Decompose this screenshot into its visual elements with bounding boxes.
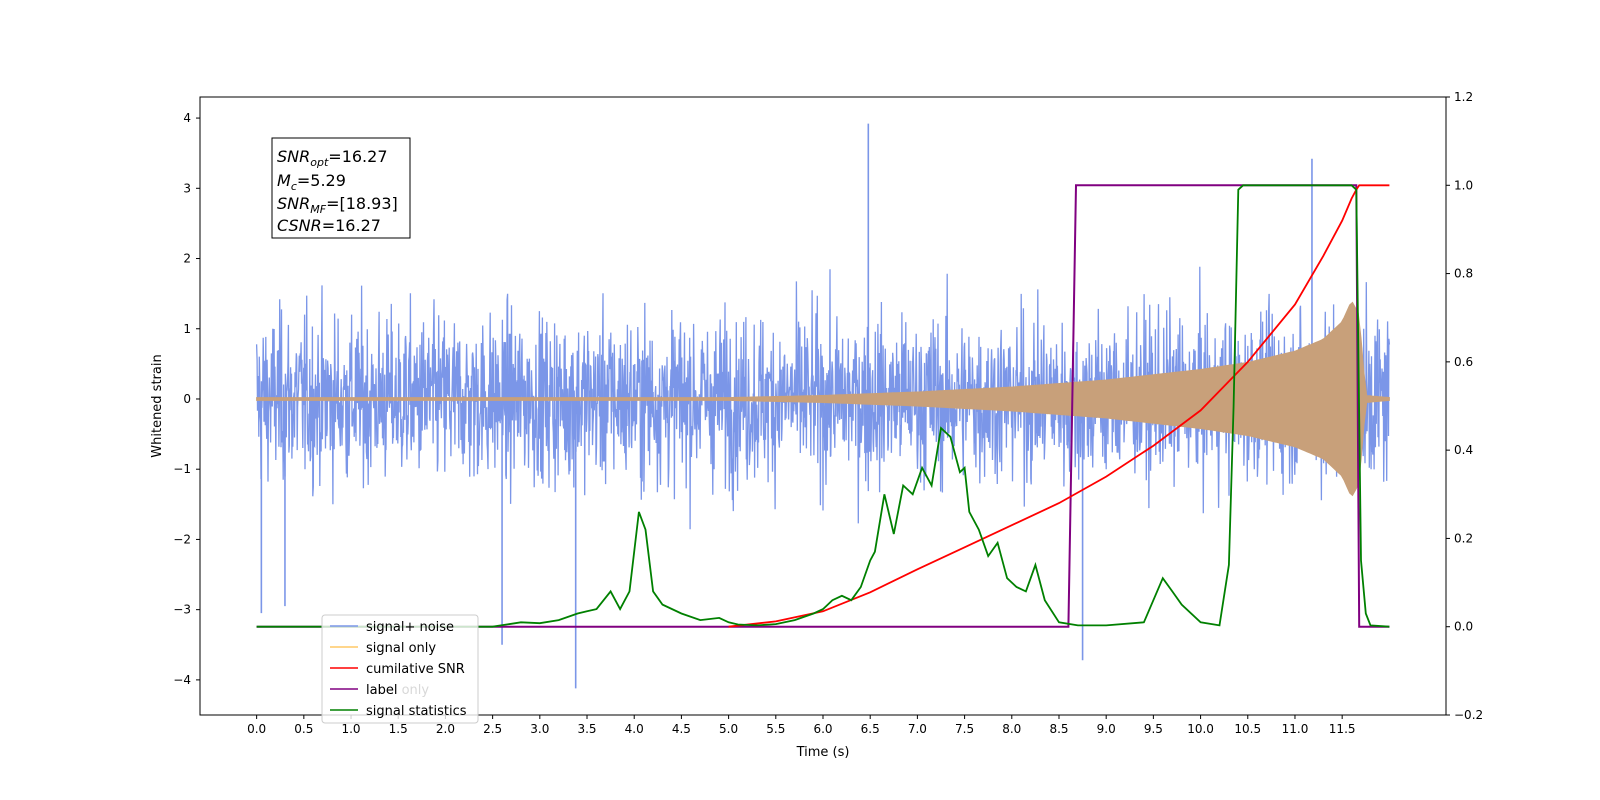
y-left-tick-label: −3 (173, 603, 191, 617)
x-tick-label: 9.5 (1144, 722, 1163, 736)
y-left-tick-label: 4 (183, 111, 191, 125)
annotation-line-2: Mc=5.29 (277, 171, 346, 193)
x-tick-label: 10.0 (1187, 722, 1214, 736)
plot-layer (255, 123, 1391, 689)
y-right-tick-label: 0.2 (1454, 531, 1473, 545)
annotation-line-3: SNRMF=[18.93] (277, 194, 398, 216)
y-left-tick-label: 3 (183, 181, 191, 195)
legend-label-signal-noise: signal+ noise (366, 620, 454, 635)
legend-label-label: label (366, 683, 397, 698)
x-tick-label: 10.5 (1234, 722, 1261, 736)
y-axis-label: Whitened strain (150, 354, 165, 457)
y-right-tick-label: 1.0 (1454, 178, 1473, 192)
y-left-tick-label: 0 (183, 392, 191, 406)
x-tick-label: 6.0 (813, 722, 832, 736)
x-tick-label: 6.5 (861, 722, 880, 736)
x-tick-label: 3.5 (577, 722, 596, 736)
legend: signal+ noise signal only cumilative SNR… (321, 614, 479, 724)
x-tick-label: 11.5 (1329, 722, 1356, 736)
y-right-tick-label: 1.2 (1454, 90, 1473, 104)
x-tick-label: 1.5 (389, 722, 408, 736)
y-left-tick-label: −1 (173, 462, 191, 476)
y-left-tick-label: −4 (173, 673, 191, 687)
x-axis-ticks: 0.0 0.5 1.0 1.5 2.0 2.5 3.0 3.5 4.0 4.5 5.0 5.5 6.0 6… (247, 715, 1356, 736)
series-signal-statistics (256, 184, 1390, 628)
x-tick-label: 2.5 (483, 722, 502, 736)
y-right-tick-label: 0.0 (1454, 620, 1473, 634)
series-signal-only (256, 301, 1390, 497)
x-tick-label: 8.5 (1049, 722, 1068, 736)
x-tick-label: 11.0 (1282, 722, 1309, 736)
legend-label-signal-statistics: signal statistics (366, 704, 467, 719)
x-tick-label: 0.0 (247, 722, 266, 736)
y-left-axis-ticks: 4 3 2 1 0 −1 −2 −3 −4 (173, 111, 200, 687)
x-tick-label: 2.0 (436, 722, 455, 736)
y-right-tick-label: −0.2 (1454, 708, 1483, 722)
y-right-tick-label: 0.8 (1454, 267, 1473, 281)
annotation-line-4: CSNR=16.27 (277, 216, 381, 235)
annotation-box: SNRopt=16.27 Mc=5.29 SNRMF=[18.93] CSNR=… (271, 137, 411, 239)
x-tick-label: 4.5 (672, 722, 691, 736)
x-tick-label: 1.0 (341, 722, 360, 736)
legend-label-label-only: label only (366, 683, 429, 698)
x-tick-label: 5.5 (766, 722, 785, 736)
x-axis-label: Time (s) (796, 745, 850, 760)
series-cumulative-snr (728, 184, 1390, 628)
x-tick-label: 3.0 (530, 722, 549, 736)
x-tick-label: 7.0 (908, 722, 927, 736)
series-label (256, 184, 1390, 628)
x-tick-label: 7.5 (955, 722, 974, 736)
y-right-tick-label: 0.6 (1454, 355, 1473, 369)
y-right-axis-ticks: 1.2 1.0 0.8 0.6 0.4 0.2 0.0 −0.2 (1446, 90, 1483, 722)
x-tick-label: 0.5 (294, 722, 313, 736)
y-right-tick-label: 0.4 (1454, 443, 1473, 457)
x-tick-label: 5.0 (719, 722, 738, 736)
y-left-tick-label: 2 (183, 252, 191, 266)
annotation-line-1: SNRopt=16.27 (277, 147, 388, 169)
x-tick-label: 4.0 (625, 722, 644, 736)
legend-label-signal-only: signal only (366, 641, 436, 656)
x-tick-label: 9.0 (1097, 722, 1116, 736)
y-left-tick-label: −2 (173, 532, 191, 546)
legend-frame (321, 614, 479, 724)
x-tick-label: 8.0 (1002, 722, 1021, 736)
legend-label-cumulative-snr: cumilative SNR (366, 662, 465, 677)
y-left-tick-label: 1 (183, 322, 191, 336)
